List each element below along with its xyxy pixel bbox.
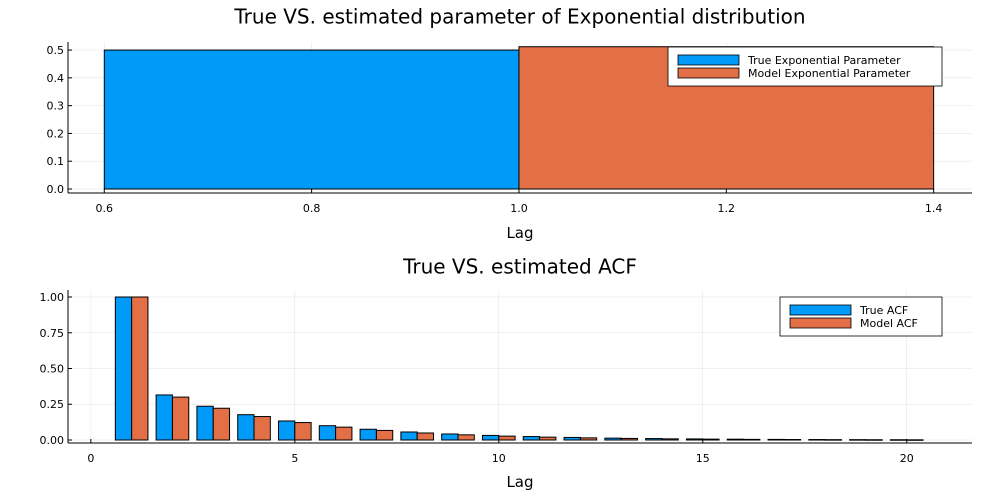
bar-true-lag-9: [441, 433, 459, 441]
bar-model-lag-8: [416, 432, 435, 441]
x-tick-label: 1.4: [925, 202, 943, 215]
y-tick-label: 0.0: [47, 183, 65, 196]
bar-model-lag-18: [824, 439, 842, 441]
legend-label-model: Model Exponential Parameter: [748, 67, 911, 80]
bar-model-lag-7: [375, 429, 394, 441]
x-tick-label: 5: [291, 452, 298, 465]
legend-swatch-model: [789, 317, 852, 329]
legend-label-true: True ACF: [859, 304, 908, 317]
bar-model-lag-12: [579, 437, 598, 441]
y-tick-label: 1.00: [40, 291, 65, 304]
bar-true-lag-10: [481, 434, 500, 441]
bar-true-lag-18: [808, 439, 826, 441]
bar-model-lag-2: [171, 396, 190, 441]
y-tick-label: 0.5: [47, 44, 65, 57]
bar-true-lag-7: [359, 428, 377, 441]
y-tick-label: 0.25: [40, 398, 65, 411]
bar-model-lag-19: [865, 439, 883, 441]
bar-true-lag-4: [237, 414, 255, 441]
bar-model-lag-3: [212, 407, 231, 441]
bar-true-lag-3: [196, 405, 214, 441]
y-tick-label: 0.4: [47, 72, 65, 85]
x-tick-label: 15: [696, 452, 710, 465]
exponential-parameter-chart: 0.6 0.8 1.0 1.2 1.4 0.0 0.1 0.2 0.3 0.4 0.5 True VS…: [47, 5, 972, 242]
y-tick-label: 0.00: [40, 434, 65, 447]
legend-swatch-true: [789, 304, 852, 316]
bar-true-lag-5: [277, 420, 296, 441]
y-tick-label: 0.3: [47, 100, 65, 113]
legend-box: [779, 296, 943, 337]
legend-box: [667, 46, 943, 87]
bar-true-lag-14: [645, 438, 663, 441]
x-tick-label: 1.2: [718, 202, 736, 215]
y-tick-label: 0.2: [47, 127, 65, 140]
bar-true: [103, 49, 520, 190]
bar-model-lag-17: [783, 439, 802, 441]
x-tick-label: 10: [492, 452, 506, 465]
chart-title: True VS. estimated ACF: [402, 255, 637, 279]
bar-true-lag-17: [767, 438, 785, 441]
x-tick-label: 0: [87, 452, 94, 465]
legend-swatch-true: [677, 54, 740, 66]
legend-label-true: True Exponential Parameter: [747, 54, 901, 67]
bar-model-lag-1: [131, 296, 149, 441]
bar-model-lag-11: [539, 436, 557, 441]
bar-model-lag-13: [620, 437, 638, 441]
bar-model-lag-5: [294, 422, 312, 441]
bar-true-lag-16: [726, 438, 745, 441]
x-tick-label: 0.8: [303, 202, 321, 215]
bar-true-lag-15: [685, 438, 704, 441]
bar-model-lag-14: [661, 438, 679, 441]
y-tick-label: 0.75: [40, 327, 65, 340]
chart-title: True VS. estimated parameter of Exponent…: [233, 5, 805, 29]
acf-chart: 0 5 10 15 20 0.00 0.25 0.50 0.75 1.00 True VS. est…: [40, 255, 972, 491]
x-axis-label: Lag: [506, 224, 533, 242]
bar-true-lag-13: [604, 437, 622, 441]
bar-true-lag-2: [155, 394, 173, 441]
bar-model-lag-16: [743, 438, 761, 441]
bar-true-lag-11: [522, 436, 541, 441]
bar-true-lag-8: [400, 431, 418, 441]
bar-true-lag-20: [889, 439, 908, 441]
bar-true-lag-12: [563, 436, 581, 441]
y-tick-label: 0.50: [40, 363, 65, 376]
x-tick-label: 0.6: [96, 202, 114, 215]
x-tick-label: 20: [900, 452, 914, 465]
bar-model-lag-15: [702, 438, 720, 441]
bar-true-lag-6: [318, 425, 337, 441]
bar-model-lag-20: [906, 439, 924, 441]
legend-swatch-model: [677, 67, 740, 79]
x-tick-label: 1.0: [510, 202, 528, 215]
bar-true-lag-19: [849, 439, 867, 441]
bar-model-lag-10: [498, 435, 516, 441]
legend-label-model: Model ACF: [860, 317, 918, 330]
bar-model-lag-4: [253, 416, 271, 441]
y-tick-label: 0.1: [47, 155, 65, 168]
bar-true-lag-1: [114, 296, 133, 441]
bar-model-lag-6: [335, 426, 353, 441]
bar-model-lag-9: [457, 434, 475, 441]
x-axis-label: Lag: [506, 473, 533, 491]
